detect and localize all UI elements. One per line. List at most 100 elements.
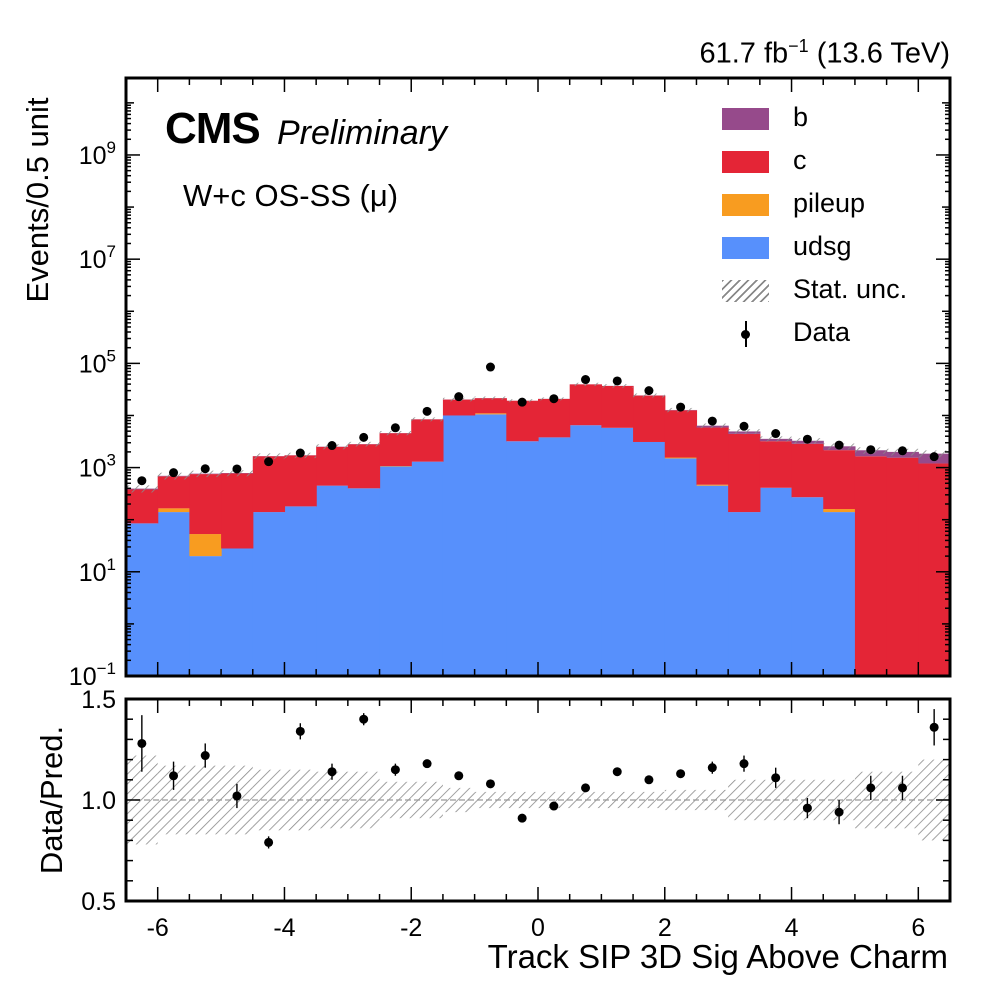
data-point bbox=[549, 394, 559, 404]
legend-swatch-c bbox=[722, 151, 769, 173]
data-point bbox=[929, 452, 939, 462]
x-tick-label: -2 bbox=[400, 914, 422, 942]
tick-labels: 10−1 101 103 105 107 109 0.5 1.0 1.5 -6 -4 -2 0 2 4 6 bbox=[69, 138, 925, 942]
data-point bbox=[739, 421, 749, 431]
y-tick-label-top: 103 bbox=[79, 451, 116, 483]
bar-udsg bbox=[442, 415, 476, 676]
y-tick-label-top: 105 bbox=[79, 346, 116, 378]
ratio-point bbox=[834, 807, 844, 817]
legend-item-c: c bbox=[722, 145, 952, 177]
stat-unc-band-ratio bbox=[126, 755, 950, 845]
legend-label: Data bbox=[793, 317, 851, 347]
bar-c bbox=[157, 476, 190, 509]
ratio-point bbox=[739, 759, 749, 769]
x-tick-label: -6 bbox=[147, 914, 169, 942]
status-label: Preliminary bbox=[277, 114, 448, 152]
data-point bbox=[802, 434, 812, 444]
ratio-point bbox=[295, 726, 305, 736]
ratio-point bbox=[707, 763, 717, 773]
bar-udsg bbox=[696, 485, 729, 676]
bar-c bbox=[316, 446, 349, 486]
bar-c bbox=[918, 463, 951, 676]
x-tick-label: 6 bbox=[911, 914, 925, 942]
data-point bbox=[390, 423, 400, 433]
ratio-point bbox=[929, 722, 939, 732]
ratio-point bbox=[169, 771, 179, 781]
stacked-histogram bbox=[126, 384, 951, 676]
bar-c bbox=[379, 433, 412, 467]
bar-udsg bbox=[601, 427, 634, 676]
bar-c bbox=[664, 410, 698, 458]
y-axis-label-top: Events/0.5 unit bbox=[20, 97, 55, 303]
y-tick-label-top: 109 bbox=[79, 138, 116, 170]
data-point bbox=[676, 402, 686, 412]
ratio-point bbox=[422, 759, 432, 769]
ratio-point bbox=[517, 813, 527, 823]
bar-c bbox=[854, 456, 888, 676]
data-point bbox=[169, 468, 179, 478]
bar-c bbox=[759, 441, 793, 488]
bar-c bbox=[791, 443, 824, 498]
legend-label: b bbox=[793, 102, 809, 132]
bar-pileup bbox=[823, 509, 856, 513]
stat-unc-hatch bbox=[696, 423, 729, 429]
bar-pileup bbox=[157, 508, 190, 513]
data-point bbox=[454, 392, 464, 402]
ratio-point bbox=[454, 771, 464, 781]
bar-udsg bbox=[728, 512, 761, 676]
data-point bbox=[264, 457, 274, 467]
data-point bbox=[644, 386, 654, 396]
data-point bbox=[771, 429, 781, 439]
ratio-point bbox=[137, 738, 147, 748]
ratio-point bbox=[264, 837, 274, 847]
bar-udsg bbox=[506, 441, 539, 676]
bar-c bbox=[886, 457, 919, 676]
y-axis-label-ratio: Data/Pred. bbox=[34, 725, 69, 875]
ratio-point bbox=[200, 751, 210, 761]
data-point bbox=[834, 440, 844, 450]
stat-unc-hatch bbox=[474, 396, 507, 400]
data-point bbox=[866, 445, 876, 455]
bar-c bbox=[126, 489, 159, 524]
data-point bbox=[137, 476, 147, 486]
data-points-top bbox=[137, 362, 939, 486]
legend-label: Stat. unc. bbox=[793, 274, 908, 304]
bar-c bbox=[347, 444, 381, 489]
bar-c bbox=[728, 433, 761, 513]
bar-udsg bbox=[791, 497, 824, 676]
bar-c bbox=[411, 419, 444, 462]
legend-label: pileup bbox=[793, 188, 866, 218]
ratio-point bbox=[676, 769, 686, 779]
bar-c bbox=[696, 427, 729, 485]
data-point bbox=[200, 464, 210, 474]
bar-udsg bbox=[347, 488, 381, 676]
legend-swatch-udsg bbox=[722, 237, 769, 259]
stat-unc-hatch bbox=[347, 441, 380, 447]
bar-udsg bbox=[221, 548, 254, 676]
ratio-point bbox=[485, 779, 495, 789]
bar-udsg bbox=[252, 512, 286, 676]
legend-label: c bbox=[793, 145, 807, 175]
bar-c bbox=[569, 384, 602, 426]
data-point bbox=[517, 397, 527, 407]
y-tick-label-top: 107 bbox=[79, 242, 116, 274]
ratio-point bbox=[771, 773, 781, 783]
y-tick-label-ratio: 1.5 bbox=[81, 686, 116, 714]
region-label: W+c OS-SS (μ) bbox=[183, 178, 399, 213]
x-tick-label: 4 bbox=[785, 914, 799, 942]
legend-marker-data bbox=[740, 319, 751, 349]
bar-c bbox=[538, 398, 571, 438]
bar-pileup bbox=[189, 534, 222, 557]
data-point bbox=[295, 448, 305, 458]
bar-udsg bbox=[379, 466, 412, 676]
bar-udsg bbox=[284, 506, 317, 676]
ratio-point bbox=[802, 803, 812, 813]
legend-swatch-hatch bbox=[722, 280, 769, 302]
legend-item-udsg: udsg bbox=[722, 231, 952, 263]
bar-udsg bbox=[474, 414, 507, 676]
bar-udsg bbox=[189, 556, 222, 676]
x-tick-label: 2 bbox=[658, 914, 672, 942]
data-point bbox=[897, 446, 907, 456]
stat-unc-hatch bbox=[126, 485, 158, 493]
bar-c bbox=[601, 385, 634, 428]
